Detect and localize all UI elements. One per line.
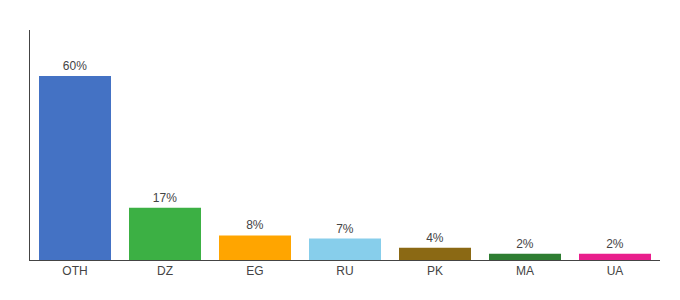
svg-text:DZ: DZ (157, 264, 173, 278)
svg-text:2%: 2% (516, 237, 534, 251)
svg-text:UA: UA (607, 264, 624, 278)
svg-text:OTH: OTH (62, 264, 87, 278)
svg-text:60%: 60% (63, 59, 87, 73)
svg-text:8%: 8% (246, 218, 264, 232)
svg-text:7%: 7% (336, 222, 354, 236)
svg-text:RU: RU (336, 264, 353, 278)
svg-text:2%: 2% (606, 237, 624, 251)
svg-text:17%: 17% (153, 191, 177, 205)
svg-text:PK: PK (427, 264, 443, 278)
svg-text:MA: MA (516, 264, 534, 278)
svg-text:4%: 4% (426, 231, 444, 245)
svg-text:EG: EG (246, 264, 263, 278)
